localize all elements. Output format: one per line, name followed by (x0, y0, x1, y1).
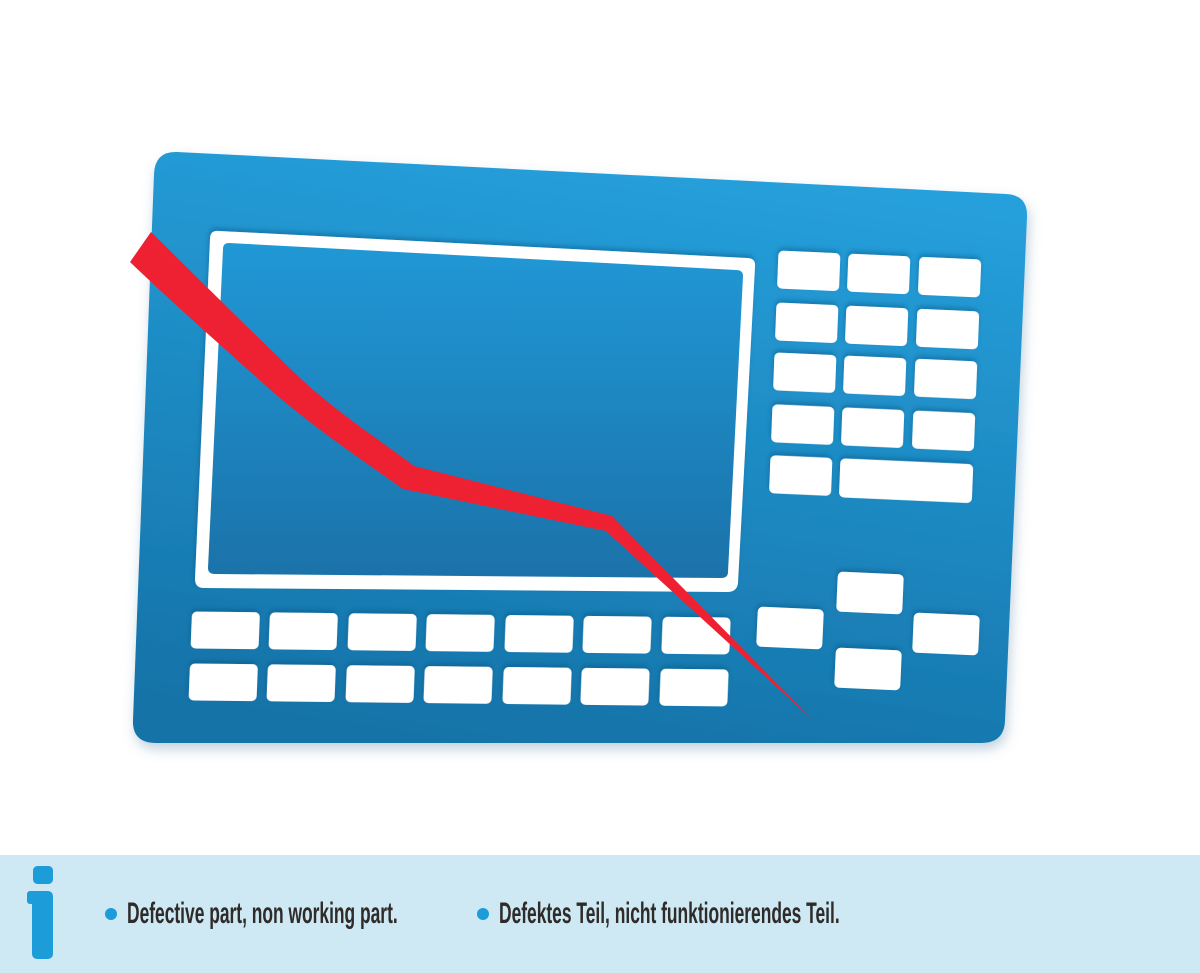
keyboard-key (347, 613, 417, 651)
nav-key-left (756, 606, 824, 650)
keyboard-key (425, 614, 495, 652)
caption-german-label: Defektes Teil, nicht funktionierendes Te… (499, 897, 840, 930)
keyboard-key (659, 668, 729, 707)
bullet-icon (477, 908, 489, 920)
keyboard-key (266, 664, 336, 703)
function-keypad (769, 250, 982, 503)
caption-german: Defektes Teil, nicht funktionierendes Te… (477, 855, 1086, 973)
keypad-key (769, 455, 833, 496)
keypad-key (775, 302, 839, 343)
keyboard-key (502, 667, 572, 705)
keypad-key (912, 410, 976, 452)
keypad-key (916, 308, 980, 350)
keyboard-key (661, 616, 731, 655)
display-screen (208, 243, 743, 578)
keypad-key (914, 358, 978, 400)
nav-key-up (836, 571, 904, 615)
keypad-key (777, 250, 841, 291)
keypad-key (918, 256, 982, 298)
keypad-key (771, 404, 835, 445)
keyboard-key (188, 663, 258, 702)
info-icon (27, 866, 53, 959)
keypad-key (841, 407, 905, 448)
keyboard-rows (188, 611, 731, 707)
keypad-key (773, 352, 837, 393)
keyboard-key (423, 666, 493, 704)
info-bar: Defective part, non working part. Defekt… (0, 855, 1200, 973)
keypad-key (845, 305, 909, 347)
nav-key-right (912, 612, 980, 656)
nav-key-down (834, 647, 902, 691)
keyboard-key (190, 611, 260, 650)
nav-key-cluster (756, 571, 980, 691)
keyboard-key (268, 612, 338, 651)
keypad-key (847, 253, 911, 295)
keypad-key (843, 355, 907, 396)
keyboard-key (582, 615, 652, 654)
caption-english: Defective part, non working part. (105, 855, 594, 973)
defect-ribbon (130, 232, 815, 722)
keyboard-key (580, 667, 650, 706)
bullet-icon (105, 908, 117, 920)
keyboard-key (504, 615, 574, 653)
keypad-key-wide (839, 458, 974, 503)
keyboard-key (345, 665, 415, 703)
caption-english-label: Defective part, non working part. (127, 897, 398, 930)
